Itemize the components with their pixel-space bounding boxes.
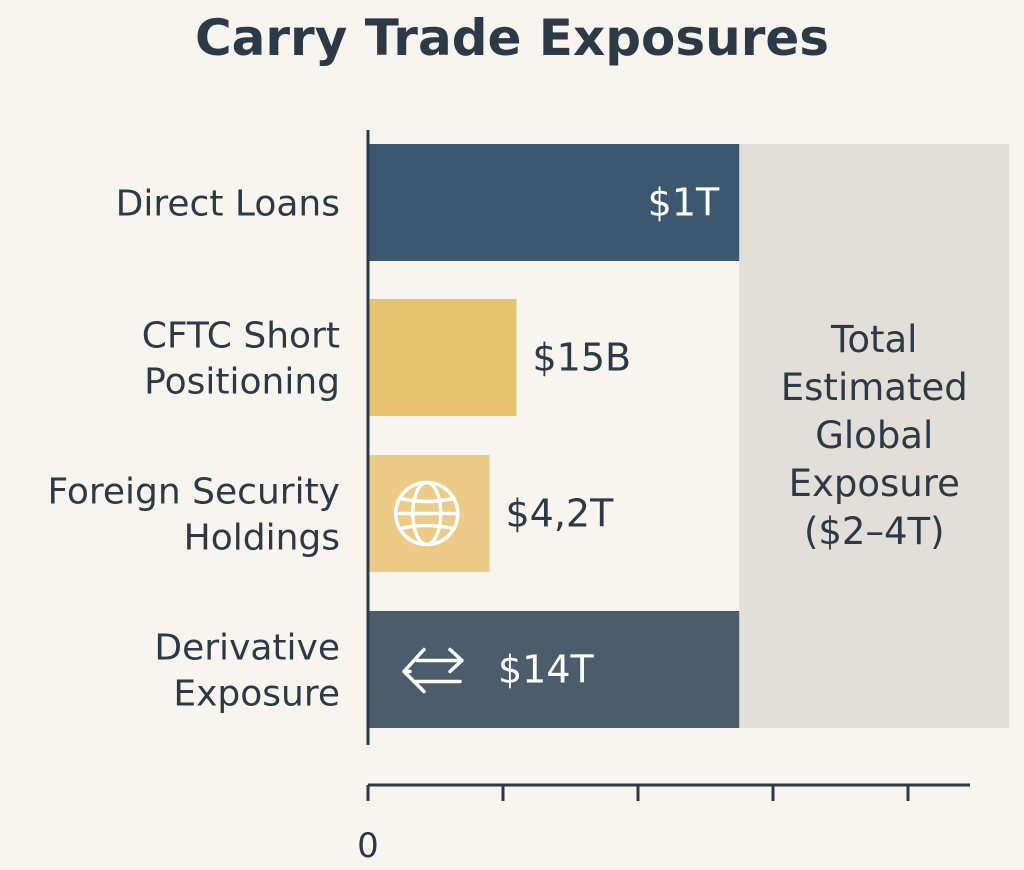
total-exposure-band: [739, 144, 1010, 728]
value-label-cftc-short-positioning: $15B: [533, 336, 632, 380]
category-label-foreign-security-holdings: Foreign Security: [47, 472, 340, 513]
category-label-direct-loans: Direct Loans: [116, 184, 340, 225]
chart-title: Carry Trade Exposures: [195, 9, 829, 67]
globe-icon: [394, 480, 460, 547]
category-label-cftc-short-positioning: CFTC Short: [142, 316, 340, 357]
band-label-line: Total: [830, 318, 917, 361]
band-label-line: Exposure: [789, 462, 960, 505]
bar-derivative-exposure: [368, 611, 740, 728]
category-labels: Direct Loans CFTC Short Positioning Foreign…: [47, 184, 340, 715]
category-label-cftc-short-positioning: Positioning: [144, 362, 340, 403]
value-label-foreign-security-holdings: $4,2T: [506, 492, 615, 536]
bar-direct-loans: [368, 144, 740, 261]
bar-cftc-short-positioning: [368, 299, 517, 416]
x-tick-label: 0: [357, 826, 379, 866]
band-label-line: ($2–4T): [804, 510, 945, 553]
x-axis-ticks: 0: [357, 785, 910, 866]
category-label-derivative-exposure: Exposure: [173, 674, 340, 715]
exchange-arrows-icon: [402, 647, 464, 694]
band-label-line: Global: [815, 414, 933, 457]
value-label-derivative-exposure: $14T: [498, 648, 595, 692]
bars: $1T $15B $4,2T $14T: [368, 144, 740, 728]
value-label-direct-loans: $1T: [648, 181, 720, 225]
total-exposure-band-label: Total Estimated Global Exposure ($2–4T): [781, 318, 968, 553]
band-label-line: Estimated: [781, 366, 968, 409]
category-label-derivative-exposure: Derivative: [154, 628, 340, 669]
category-label-foreign-security-holdings: Holdings: [184, 518, 340, 559]
